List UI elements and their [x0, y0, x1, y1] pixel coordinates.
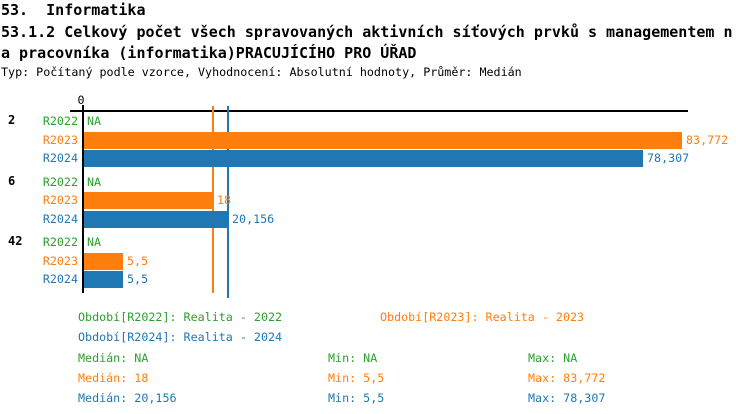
na-value-label: NA: [87, 174, 102, 189]
series-row-label: R2023: [42, 193, 78, 207]
median-line-r2024: [227, 106, 229, 298]
bar: [84, 271, 123, 288]
bar-value-label: 83,772: [686, 132, 729, 147]
bar-value-label: 5,5: [127, 272, 149, 286]
legend-stat-min: Min: NA: [328, 351, 378, 365]
series-row-label: R2024: [42, 151, 78, 165]
legend-period-entry: Období[R2023]: Realita - 2023: [380, 310, 585, 324]
legend-period-entry: Období[R2022]: Realita - 2022: [78, 310, 283, 324]
bar-value-label: 5,5: [127, 253, 149, 268]
series-row-label: R2024: [42, 272, 78, 286]
bar: [84, 150, 643, 167]
bar: [84, 131, 682, 149]
legend-stat-median: Medián: 18: [78, 371, 149, 385]
bar: [84, 192, 213, 209]
na-value-label: NA: [87, 114, 102, 128]
bar-value-label: 78,307: [647, 151, 690, 165]
series-row-label: R2022: [42, 235, 78, 249]
legend-period-entry: Období[R2024]: Realita - 2024: [78, 330, 283, 344]
legend-stat-median: Medián: NA: [78, 351, 149, 365]
category-label: 42: [8, 234, 23, 248]
bar-value-label: 18: [217, 193, 232, 207]
category-label: 6: [8, 173, 16, 188]
bar-value-label: 20,156: [232, 211, 275, 226]
legend-stat-max: Max: NA: [528, 351, 578, 365]
bar: [84, 252, 123, 270]
y-axis-line: [82, 105, 84, 293]
series-row-label: R2024: [42, 211, 78, 226]
indicator-title-line1: 53.1.2 Celkový počet všech spravovaných …: [1, 23, 733, 41]
section-title: 53. Informatika: [1, 1, 146, 19]
x-axis-line: [70, 110, 688, 112]
legend-stat-min: Min: 5,5: [328, 371, 385, 385]
x-axis-zero-tick: 0: [77, 93, 85, 107]
legend-stat-min: Min: 5,5: [328, 391, 385, 405]
series-row-label: R2023: [42, 132, 78, 147]
legend-stat-max: Max: 78,307: [528, 391, 606, 405]
bar: [84, 210, 228, 228]
legend-stat-max: Max: 83,772: [528, 371, 606, 385]
series-row-label: R2022: [42, 174, 78, 189]
median-line-r2023: [212, 106, 214, 293]
series-row-label: R2022: [42, 114, 78, 128]
indicator-title-line2: a pracovníka (informatika)PRACUJÍCÍHO PR…: [1, 44, 417, 62]
category-label: 2: [8, 113, 16, 127]
na-value-label: NA: [87, 235, 102, 249]
series-row-label: R2023: [42, 253, 78, 268]
meta-line: Typ: Počítaný podle vzorce, Vyhodnocení:…: [1, 65, 522, 79]
legend-stat-median: Medián: 20,156: [78, 391, 177, 405]
